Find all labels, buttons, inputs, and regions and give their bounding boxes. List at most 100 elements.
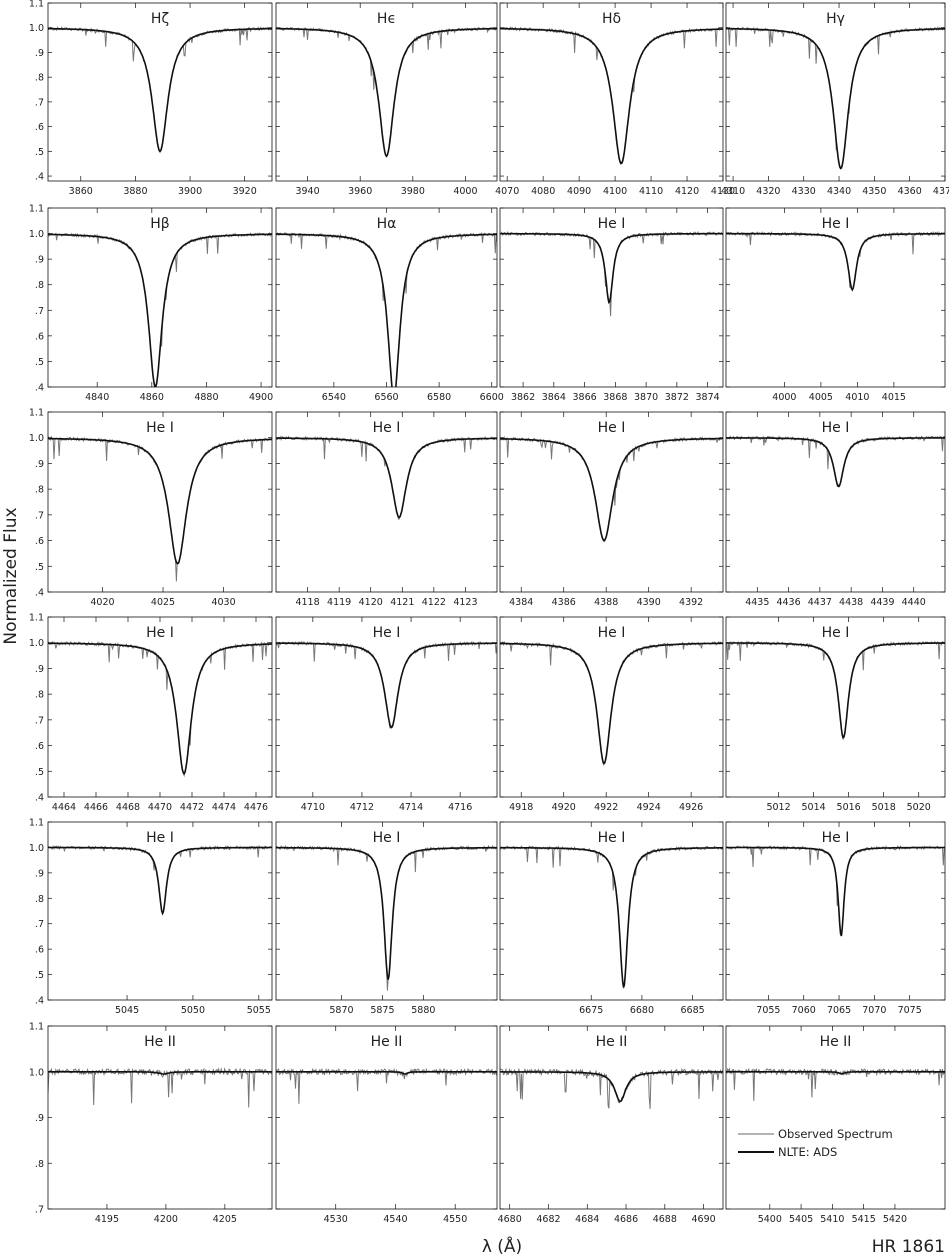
y-tick-label: .7 [35, 919, 44, 930]
x-tick-label: 6680 [630, 1005, 654, 1016]
x-tick-label: 7070 [862, 1005, 886, 1016]
observed-spectrum-line [276, 640, 497, 729]
x-tick-label: 4464 [52, 802, 76, 813]
observed-spectrum-line [500, 1067, 723, 1109]
y-tick-label: .8 [35, 73, 44, 84]
x-tick-label: 4860 [140, 392, 164, 403]
observed-spectrum-line [726, 26, 945, 168]
model-spectrum-line [500, 232, 723, 305]
model-spectrum-line [500, 1071, 723, 1103]
x-tick-label: 4130 [711, 186, 735, 197]
y-tick-label: .9 [35, 1113, 44, 1124]
x-tick-label: 3874 [696, 392, 720, 403]
x-tick-label: 4439 [870, 597, 894, 608]
x-tick-label: 4330 [792, 186, 816, 197]
y-tick-label: .5 [35, 357, 44, 368]
observed-spectrum-line [726, 640, 945, 741]
x-tick-label: 7055 [756, 1005, 780, 1016]
x-tick-label: 5016 [837, 802, 861, 813]
x-tick-label: 6580 [427, 392, 451, 403]
x-tick-label: 4120 [675, 186, 699, 197]
panel-frame [47, 1025, 273, 1210]
x-tick-label: 6600 [480, 392, 504, 403]
x-tick-label: 4310 [721, 186, 745, 197]
y-tick-label: .9 [35, 459, 44, 470]
x-tick-label: 4120 [359, 597, 383, 608]
model-spectrum-line [276, 642, 497, 729]
panel-title: Hβ [150, 216, 169, 232]
y-tick-label: .8 [35, 485, 44, 496]
panel-frame [499, 2, 724, 182]
x-tick-label: 4010 [845, 392, 869, 403]
x-tick-label: 4682 [536, 1214, 560, 1225]
model-spectrum-line [48, 27, 272, 153]
spectrum-panel: He I 4435 4436 4437 4438 4439 4440 [725, 411, 946, 608]
spectrum-panel: He I 4710 4712 4714 4716 [275, 616, 498, 813]
x-tick-label: 5880 [411, 1005, 435, 1016]
spectrum-panel: Hδ 4070 4080 4090 4100 4110 4120 4130 [495, 2, 735, 197]
panel-title: He I [146, 625, 174, 641]
observed-spectrum-line [276, 26, 497, 157]
panel-frame [499, 1025, 724, 1210]
x-tick-label: 6540 [322, 392, 346, 403]
x-tick-label: 4340 [827, 186, 851, 197]
x-tick-label: 3960 [348, 186, 372, 197]
x-tick-label: 3864 [542, 392, 566, 403]
x-tick-label: 4924 [637, 802, 661, 813]
x-tick-label: 5012 [766, 802, 790, 813]
x-tick-label: 4880 [194, 392, 218, 403]
x-tick-label: 3880 [123, 186, 147, 197]
model-spectrum-line [500, 27, 723, 165]
x-tick-label: 4370 [933, 186, 949, 197]
model-spectrum-line [276, 233, 497, 387]
x-tick-label: 4470 [148, 802, 172, 813]
panel-title: He I [598, 420, 626, 436]
x-tick-label: 3920 [233, 186, 257, 197]
x-tick-label: 4015 [882, 392, 906, 403]
model-spectrum-line [48, 1071, 272, 1075]
x-tick-label: 4686 [614, 1214, 638, 1225]
observed-spectrum-line [500, 230, 723, 317]
x-tick-label: 4205 [213, 1214, 237, 1225]
y-tick-label: 1.1 [29, 1022, 44, 1033]
model-spectrum-line [726, 232, 945, 292]
x-tick-label: 4436 [776, 597, 800, 608]
panel-frame [47, 821, 273, 1001]
panel-title: He I [822, 625, 850, 641]
x-tick-label: 4918 [509, 802, 533, 813]
panel-title: Hγ [826, 11, 845, 27]
observed-spectrum-line [48, 435, 272, 582]
x-tick-label: 4712 [350, 802, 374, 813]
panel-title: He II [820, 1034, 852, 1050]
panel-title: Hα [377, 216, 397, 232]
panel-title: He I [598, 216, 626, 232]
legend-model-label: NLTE: ADS [778, 1145, 837, 1159]
panel-frame [275, 411, 498, 593]
spectrum-panel: Hϵ 3940 3960 3980 4000 [275, 2, 498, 197]
model-spectrum-line [276, 437, 497, 519]
panel-frame [47, 2, 273, 182]
y-tick-label: .4 [35, 172, 44, 183]
model-spectrum-line [500, 437, 723, 542]
x-tick-label: 3980 [401, 186, 425, 197]
spectrum-panel: Hζ 3860 3880 3900 3920 .4 .5 .6 .7 .8 .9 1.0 1.1 [29, 0, 273, 197]
y-tick-label: .9 [35, 255, 44, 266]
x-tick-label: 5050 [181, 1005, 205, 1016]
x-tick-label: 4716 [448, 802, 472, 813]
panel-frame [499, 616, 724, 798]
x-tick-label: 4119 [327, 597, 351, 608]
y-tick-label: .6 [35, 536, 44, 547]
panel-title: He II [144, 1034, 176, 1050]
observed-spectrum-line [726, 845, 945, 937]
x-tick-label: 3866 [572, 392, 596, 403]
y-tick-label: 1.1 [29, 818, 44, 829]
panel-frame [47, 411, 273, 593]
panel-frame [499, 821, 724, 1001]
spectrum-panel: He I 5045 5050 5055 .4 .5 .6 .7 .8 .9 1.0 1.1 [29, 818, 273, 1016]
y-tick-label: .6 [35, 945, 44, 956]
x-tick-label: 6685 [680, 1005, 704, 1016]
x-tick-label: 4472 [180, 802, 204, 813]
x-tick-label: 7060 [792, 1005, 816, 1016]
x-tick-label: 4714 [399, 802, 423, 813]
panel-title: He I [822, 216, 850, 232]
